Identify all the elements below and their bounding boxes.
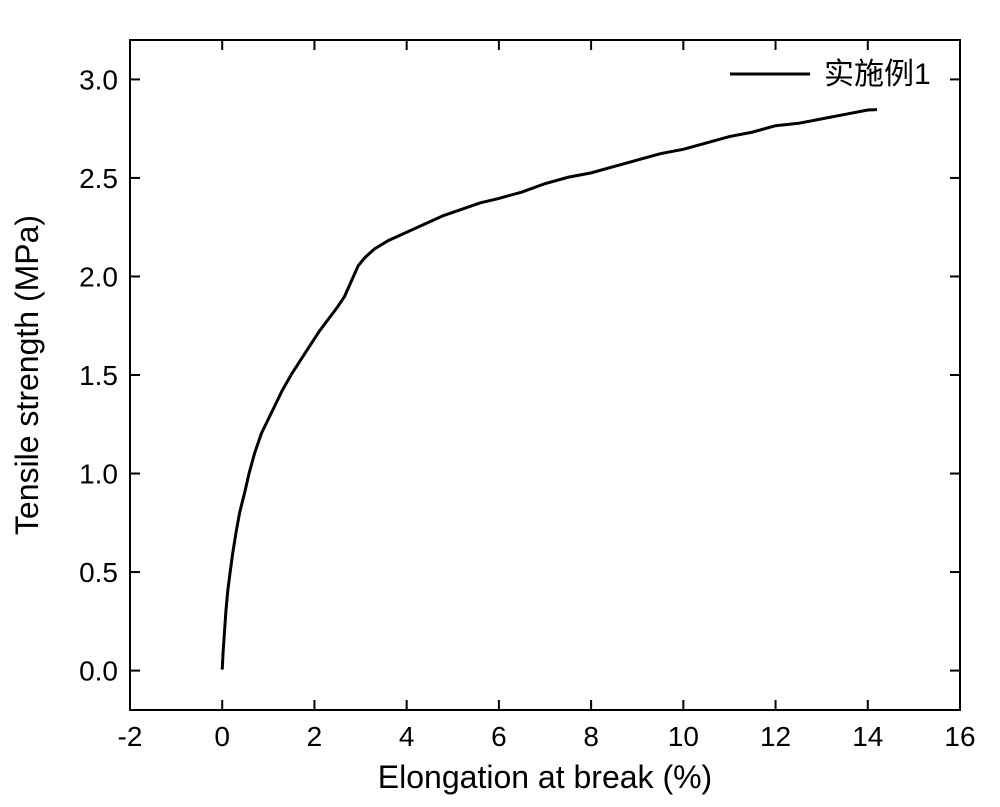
chart-container: -2 0 2 4 6 8 10 12 14 16 0.0 0.5 1.0 1.5 2.0 2.5 3.0 Elon… xyxy=(0,0,1000,807)
y-axis-label: Tensile strength (MPa) xyxy=(9,215,45,535)
y-tick-label: 1.0 xyxy=(79,459,118,490)
y-tick-label: 3.0 xyxy=(79,64,118,95)
x-axis-label: Elongation at break (%) xyxy=(378,759,712,795)
x-tick-label: -2 xyxy=(118,721,143,752)
x-tick-label: 6 xyxy=(491,721,507,752)
x-tick-label: 12 xyxy=(760,721,791,752)
series-line xyxy=(222,110,877,670)
x-tick-label: 14 xyxy=(852,721,883,752)
x-tick-label: 2 xyxy=(307,721,323,752)
y-tick-label: 2.5 xyxy=(79,163,118,194)
y-tick-label: 1.5 xyxy=(79,360,118,391)
x-tick-label: 10 xyxy=(668,721,699,752)
x-tick-label: 8 xyxy=(583,721,599,752)
y-tick-label: 2.0 xyxy=(79,261,118,292)
chart-svg: -2 0 2 4 6 8 10 12 14 16 0.0 0.5 1.0 1.5 2.0 2.5 3.0 Elon… xyxy=(0,0,1000,807)
x-tick-label: 0 xyxy=(214,721,230,752)
x-tick-label: 16 xyxy=(944,721,975,752)
y-tick-label: 0.5 xyxy=(79,557,118,588)
y-tick-label: 0.0 xyxy=(79,656,118,687)
plot-frame xyxy=(130,40,960,710)
x-tick-label: 4 xyxy=(399,721,415,752)
legend-label: 实施例1 xyxy=(824,58,931,91)
